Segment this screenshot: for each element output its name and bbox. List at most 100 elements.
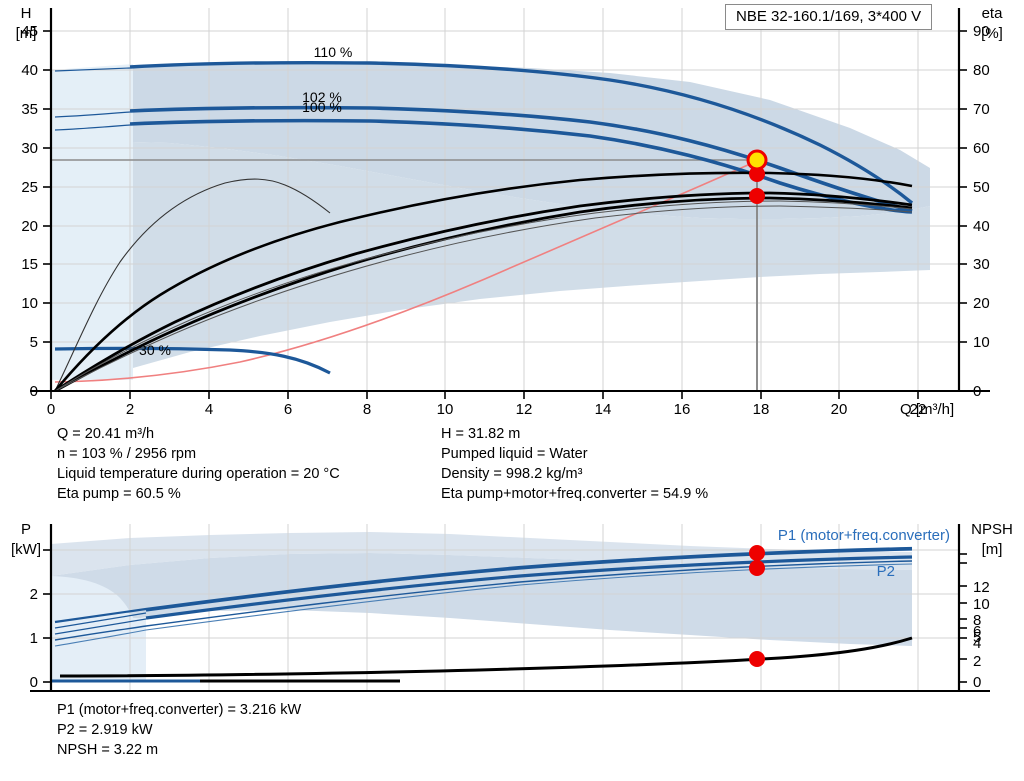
curve-label-30: 30 % [139,342,171,358]
npsh-marker[interactable] [749,651,765,667]
eta-tick-20: 20 [973,295,990,312]
p1-marker[interactable] [749,545,765,561]
npsh-tick-4: 4 [973,635,981,652]
info-n: n = 103 % / 2956 rpm [57,446,197,462]
bottom-left-ticks [43,549,51,683]
curve-label-110: 110 % [314,44,353,60]
red-system-curve [54,160,758,383]
p-axis-unit: [kW] [11,541,41,558]
eta-axis-unit: [%] [981,25,1003,42]
h-tick-5: 5 [30,334,38,351]
h-curve-102-main [129,105,913,213]
h-curve-102 [54,111,131,118]
h-curve-30 [54,346,331,375]
p1-curve-upper [54,546,913,624]
q-tick-6: 6 [284,401,292,418]
npsh-tick-12: 12 [973,579,990,596]
eta-tick-80: 80 [973,62,990,79]
p2-curve [145,555,913,620]
eta-total-marker[interactable] [749,188,765,204]
npsh-tick-8: 8 [973,612,981,629]
p1-series-label: P1 (motor+freq.converter) [778,527,950,544]
h-curve-100-main [129,118,913,214]
eta-curve-100 [54,196,913,391]
npsh-tick-2: 2 [973,653,981,670]
h-curve-100 [54,124,131,131]
info-q: Q = 20.41 m³/h [57,426,155,442]
model-legend-label: NBE 32-160.1/169, 3*400 V [736,8,922,25]
top-envelope-band [133,62,930,219]
q-tick-0: 0 [47,401,55,418]
info-p1: P1 (motor+freq.converter) = 3.216 kW [57,702,302,718]
bottom-envelope-lower [51,553,912,646]
q-axis-title: Q [m³/h] [900,401,954,418]
curve-label-100: 100 % [302,99,342,115]
h-axis-unit: [m] [16,25,37,42]
eta-curve-102 [54,191,913,391]
eta-tick-0: 0 [973,383,981,400]
info-temp: Liquid temperature during operation = 20… [57,466,340,482]
info-h: H = 31.82 m [441,426,521,442]
eta-axis-title: eta [982,5,1004,22]
p-tick-1: 1 [30,630,38,647]
q-tick-22: 22 [910,401,927,418]
p-tick-0: 0 [30,674,38,691]
eta-tick-90: 90 [973,23,990,40]
h-tick-25: 25 [21,179,38,196]
eta-tick-30: 30 [973,256,990,273]
eta-curve-outer [54,171,913,391]
h-tick-0: 0 [30,383,38,400]
h-tick-35: 35 [21,101,38,118]
q-tick-10: 10 [437,401,454,418]
p2-series-label: P2 [877,563,895,580]
bottom-right-ticks [959,553,967,683]
top-envelope-wedge [51,64,133,380]
q-tick-2: 2 [126,401,134,418]
p-curve-thin-a [54,612,147,629]
curve-label-102: 102 % [302,89,342,105]
eta-tick-60: 60 [973,140,990,157]
npsh-tick-5: 5 [973,629,981,646]
info-npsh: NPSH = 3.22 m [57,742,159,758]
info-liquid: Pumped liquid = Water [441,446,588,462]
eta-tick-40: 40 [973,218,990,235]
p-curve-thin-b [54,618,147,635]
npsh-axis-unit: [m] [982,541,1003,558]
h-tick-45: 45 [21,23,38,40]
p-tick-2: 2 [30,586,38,603]
npsh-tick-10: 10 [973,596,990,613]
h-tick-30: 30 [21,140,38,157]
duty-point-marker[interactable] [746,149,768,171]
q-tick-8: 8 [363,401,371,418]
q-tick-20: 20 [831,401,848,418]
h-tick-20: 20 [21,218,38,235]
q-tick-14: 14 [595,401,612,418]
q-tick-18: 18 [753,401,770,418]
q-tick-16: 16 [674,401,691,418]
h-curve-110-main [129,60,914,205]
top-left-ticks [43,30,51,392]
eta-curve-thin-2 [54,205,913,391]
eta-tick-70: 70 [973,101,990,118]
info-eta-total: Eta pump+motor+freq.converter = 54.9 % [441,486,709,502]
head-efficiency-chart: 45 40 35 30 25 20 15 10 5 0 90 80 70 60 … [16,5,1004,418]
top-right-ticks [959,30,967,392]
eta-curve-thin-lowspeed [54,178,331,391]
p-axis-title: P [21,521,31,538]
h-tick-15: 15 [21,256,38,273]
q-tick-4: 4 [205,401,213,418]
q-tick-12: 12 [516,401,533,418]
npsh-tick-0: 0 [973,674,981,691]
h-curve-110 [54,67,131,72]
bottom-envelope-band [51,532,912,576]
info-bottom-col: P1 (motor+freq.converter) = 3.216 kW P2 … [57,700,301,760]
model-legend-box: NBE 32-160.1/169, 3*400 V [725,4,933,30]
npsh-axis-title: NPSH [971,521,1013,538]
info-p2: P2 = 2.919 kW [57,722,153,738]
info-left-col: Q = 20.41 m³/h n = 103 % / 2956 rpm Liqu… [57,424,340,504]
eta-tick-50: 50 [973,179,990,196]
eta-pump-marker[interactable] [749,166,765,182]
p2-marker[interactable] [749,560,765,576]
h-tick-10: 10 [21,295,38,312]
top-envelope-low [133,142,930,368]
